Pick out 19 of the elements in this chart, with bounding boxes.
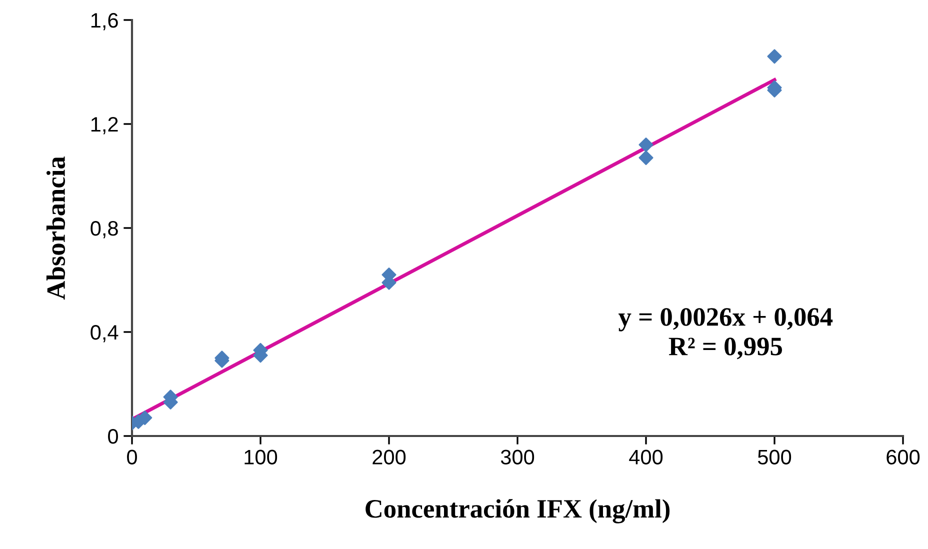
x-tick-label: 0 bbox=[127, 450, 137, 464]
point bbox=[767, 49, 782, 64]
x-tick-label: 500 bbox=[758, 450, 792, 464]
y-tick-label: 1,6 bbox=[91, 13, 118, 30]
y-tick-label: 0,4 bbox=[90, 325, 118, 342]
x-tick-label: 600 bbox=[886, 450, 920, 464]
y-tick-label: 0,8 bbox=[90, 221, 118, 238]
x-tick-label: 300 bbox=[500, 450, 534, 464]
y-axis-title: Absorbancia bbox=[46, 156, 66, 300]
y-tick-label: 0 bbox=[108, 429, 118, 444]
x-axis-title: Concentración IFX (ng/ml) bbox=[366, 499, 670, 524]
point bbox=[638, 150, 654, 166]
annotation: y = 0,0026x + 0,064 R² = 0,995 bbox=[618, 308, 833, 360]
x-tick-label: 200 bbox=[372, 450, 406, 464]
x-tick-label: 400 bbox=[629, 450, 663, 464]
x-tick-label: 100 bbox=[244, 450, 278, 464]
y-tick-label: 1,2 bbox=[91, 117, 118, 134]
point bbox=[138, 410, 152, 426]
point bbox=[638, 138, 654, 152]
